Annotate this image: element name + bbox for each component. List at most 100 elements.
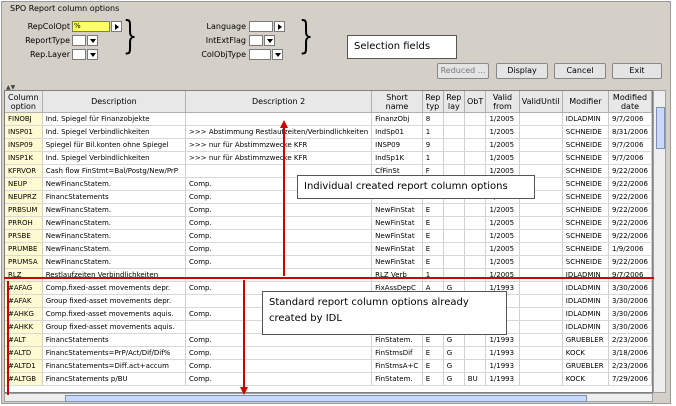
table-cell[interactable]: INSP01 <box>5 125 43 139</box>
column-header[interactable]: Short name <box>371 91 423 113</box>
table-cell[interactable]: 1/2005 <box>485 112 520 126</box>
table-cell[interactable]: Comp. <box>185 229 373 243</box>
table-cell[interactable]: Ind. Spiegel Verbindlichkeiten <box>42 125 187 139</box>
table-cell[interactable]: 9 <box>422 138 444 152</box>
table-cell[interactable]: PRROH <box>5 216 43 230</box>
vertical-scrollbar[interactable] <box>653 90 666 393</box>
table-cell[interactable] <box>464 242 487 256</box>
table-cell[interactable]: #AFAK <box>5 294 43 308</box>
table-cell[interactable] <box>464 112 487 126</box>
table-cell[interactable] <box>519 229 563 243</box>
table-cell[interactable]: E <box>422 333 444 347</box>
table-cell[interactable]: Group fixed-asset movements aquis. <box>42 320 187 334</box>
table-cell[interactable]: E <box>422 242 444 256</box>
table-cell[interactable]: 1/1993 <box>485 372 520 386</box>
table-cell[interactable]: NewFinancStatem. <box>42 229 187 243</box>
table-cell[interactable]: E <box>422 346 444 360</box>
table-row[interactable]: PRSBE NewFinancStatem. Comp. NewFinStat E 1/2… <box>5 229 652 243</box>
table-cell[interactable]: IDLADMIN <box>562 307 610 321</box>
table-cell[interactable]: NewFinancStatem. <box>42 203 187 217</box>
table-cell[interactable]: 9/7/2006 <box>608 112 652 126</box>
table-cell[interactable]: KFRVOR <box>5 164 43 178</box>
table-cell[interactable]: 1/2005 <box>485 216 520 230</box>
table-cell[interactable]: SCHNEIDE <box>562 216 610 230</box>
table-cell[interactable]: Comp. <box>185 359 373 373</box>
table-cell[interactable] <box>519 268 563 282</box>
table-cell[interactable] <box>464 229 487 243</box>
table-cell[interactable]: 1 <box>422 125 444 139</box>
table-cell[interactable]: #ALTGB <box>5 372 43 386</box>
table-cell[interactable]: 1/1993 <box>485 359 520 373</box>
table-row[interactable]: PRUMSA NewFinancStatem. Comp. NewFinStat E 1/… <box>5 255 652 269</box>
table-cell[interactable]: IndSp01 <box>371 125 423 139</box>
horizontal-scroll-thumb[interactable] <box>65 395 587 402</box>
table-cell[interactable] <box>464 359 487 373</box>
table-cell[interactable]: 1/2005 <box>485 229 520 243</box>
table-cell[interactable]: G <box>443 359 465 373</box>
table-cell[interactable] <box>443 255 465 269</box>
column-header[interactable]: Modifier <box>562 91 610 113</box>
table-cell[interactable]: Spiegel für Bil.konten ohne Spiegel <box>42 138 187 152</box>
table-cell[interactable]: Comp. <box>185 203 373 217</box>
column-header[interactable]: Description 2 <box>185 91 373 113</box>
table-cell[interactable]: 3/30/2006 <box>608 320 652 334</box>
table-cell[interactable] <box>519 346 563 360</box>
table-row[interactable]: INSP1K Ind. Spiegel Verbindlichkeiten >>> … <box>5 151 652 165</box>
table-row[interactable]: #ALTGB FinancStatements p/BU Comp. FinState… <box>5 372 652 386</box>
table-cell[interactable]: SCHNEIDE <box>562 242 610 256</box>
table-cell[interactable]: KOCK <box>562 372 610 386</box>
table-cell[interactable] <box>519 333 563 347</box>
table-cell[interactable]: FinancStatements=Diff.act+accum <box>42 359 187 373</box>
table-cell[interactable] <box>464 151 487 165</box>
table-cell[interactable]: 7/29/2006 <box>608 372 652 386</box>
table-cell[interactable]: Comp.fixed-asset movements aquis. <box>42 307 187 321</box>
table-cell[interactable]: KOCK <box>562 346 610 360</box>
table-cell[interactable]: 9/7/2006 <box>608 268 652 282</box>
table-cell[interactable]: IDLADMIN <box>562 112 610 126</box>
table-cell[interactable]: SCHNEIDE <box>562 255 610 269</box>
table-cell[interactable]: GRUEBLER <box>562 333 610 347</box>
table-cell[interactable]: 1/9/2006 <box>608 242 652 256</box>
table-cell[interactable]: INSP1K <box>5 151 43 165</box>
table-cell[interactable]: 1/2005 <box>485 255 520 269</box>
table-cell[interactable]: 9/22/2006 <box>608 177 652 191</box>
table-cell[interactable]: G <box>443 346 465 360</box>
repcolopt-input[interactable]: % <box>72 21 110 32</box>
table-cell[interactable] <box>464 125 487 139</box>
table-cell[interactable]: Comp. <box>185 372 373 386</box>
table-row[interactable]: RLZ Restlaufzeiten Verbindlichkeiten RLZ V… <box>5 268 652 282</box>
table-cell[interactable]: E <box>422 372 444 386</box>
table-cell[interactable]: FinancStatements <box>42 333 187 347</box>
table-cell[interactable]: #ALT <box>5 333 43 347</box>
table-cell[interactable]: 1/2005 <box>485 125 520 139</box>
table-cell[interactable]: E <box>422 216 444 230</box>
table-cell[interactable]: 3/18/2006 <box>608 346 652 360</box>
table-cell[interactable]: 9/7/2006 <box>608 151 652 165</box>
table-cell[interactable]: SCHNEIDE <box>562 203 610 217</box>
table-cell[interactable]: NewFinancStatem. <box>42 177 187 191</box>
table-cell[interactable]: FinancStatements p/BU <box>42 372 187 386</box>
table-cell[interactable] <box>464 268 487 282</box>
table-cell[interactable]: NEUP <box>5 177 43 191</box>
column-header[interactable]: ObT <box>464 91 487 113</box>
table-cell[interactable]: 3/30/2006 <box>608 294 652 308</box>
table-cell[interactable] <box>443 138 465 152</box>
table-cell[interactable]: Comp. <box>185 255 373 269</box>
table-cell[interactable] <box>464 346 487 360</box>
table-row[interactable]: FINOBJ Ind. Spiegel für Finanzobjekte Fina… <box>5 112 652 126</box>
language-input[interactable] <box>249 21 273 32</box>
table-cell[interactable]: FinStmsA+C <box>371 359 423 373</box>
table-cell[interactable] <box>464 138 487 152</box>
table-cell[interactable]: E <box>422 203 444 217</box>
table-cell[interactable]: #ALTD <box>5 346 43 360</box>
table-cell[interactable]: FinStmsDif <box>371 346 423 360</box>
table-cell[interactable]: Comp. <box>185 216 373 230</box>
table-cell[interactable]: 9/22/2006 <box>608 216 652 230</box>
table-cell[interactable]: NewFinStat <box>371 255 423 269</box>
collapse-arrows-icon[interactable]: ▲▼ <box>6 84 16 91</box>
table-cell[interactable]: SCHNEIDE <box>562 164 610 178</box>
column-header[interactable]: Rep lay <box>443 91 465 113</box>
table-cell[interactable] <box>519 151 563 165</box>
table-cell[interactable]: FinancStatements=PrP/Act/Dif/Dif% <box>42 346 187 360</box>
table-cell[interactable]: #ALTD1 <box>5 359 43 373</box>
